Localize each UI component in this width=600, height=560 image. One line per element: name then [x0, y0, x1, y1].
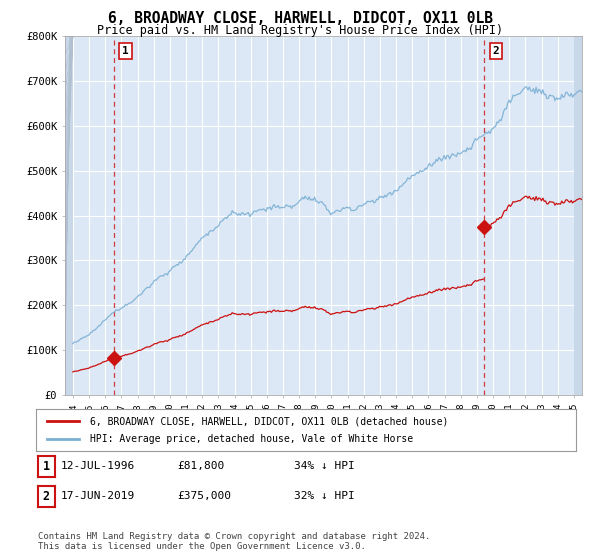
Text: Price paid vs. HM Land Registry's House Price Index (HPI): Price paid vs. HM Land Registry's House …: [97, 24, 503, 36]
Polygon shape: [574, 36, 582, 395]
Text: 32% ↓ HPI: 32% ↓ HPI: [294, 491, 355, 501]
Text: HPI: Average price, detached house, Vale of White Horse: HPI: Average price, detached house, Vale…: [90, 434, 413, 444]
Text: 34% ↓ HPI: 34% ↓ HPI: [294, 461, 355, 472]
Text: 12-JUL-1996: 12-JUL-1996: [61, 461, 136, 472]
Text: Contains HM Land Registry data © Crown copyright and database right 2024.
This d: Contains HM Land Registry data © Crown c…: [38, 532, 430, 552]
Text: 17-JUN-2019: 17-JUN-2019: [61, 491, 136, 501]
Text: 1: 1: [43, 460, 50, 473]
Text: 2: 2: [493, 46, 499, 56]
Text: 2: 2: [43, 489, 50, 503]
Polygon shape: [65, 36, 73, 395]
Text: £81,800: £81,800: [177, 461, 224, 472]
Text: 6, BROADWAY CLOSE, HARWELL, DIDCOT, OX11 0LB: 6, BROADWAY CLOSE, HARWELL, DIDCOT, OX11…: [107, 11, 493, 26]
Text: 6, BROADWAY CLOSE, HARWELL, DIDCOT, OX11 0LB (detached house): 6, BROADWAY CLOSE, HARWELL, DIDCOT, OX11…: [90, 417, 448, 426]
Text: 1: 1: [122, 46, 129, 56]
Text: £375,000: £375,000: [177, 491, 231, 501]
